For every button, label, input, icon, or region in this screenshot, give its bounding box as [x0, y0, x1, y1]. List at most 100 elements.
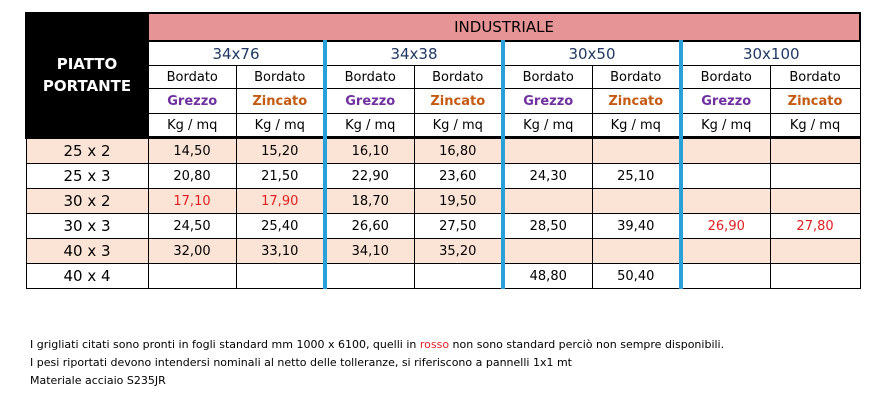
- section-title: INDUSTRIALE: [146, 12, 862, 42]
- value-cell: 48,80: [501, 263, 593, 289]
- value-cell: [501, 238, 593, 264]
- bordato-label: Bordato: [147, 65, 237, 89]
- value-cell: 26,60: [323, 213, 415, 239]
- table-row: 30 x 3 24,50 25,40 26,60 27,50 28,50 39,40 26,9…: [25, 213, 861, 239]
- group-size: 30x50: [501, 40, 682, 66]
- note-line3: Materiale acciaio S235JR: [30, 374, 166, 387]
- bordato-label: Bordato: [591, 65, 682, 89]
- row-label: 30 x 3: [25, 213, 149, 239]
- table-row: 40 x 4 48,80 50,40: [25, 263, 861, 289]
- unit-label: Kg / mq: [147, 113, 237, 139]
- value-cell: 25,40: [235, 213, 326, 239]
- value-cell: [323, 263, 415, 289]
- row-label: 40 x 3: [25, 238, 149, 264]
- table-row: 30 x 2 17,10 17,90 18,70 19,50: [25, 188, 861, 214]
- corner-line1: PIATTO: [56, 55, 118, 74]
- value-cell: 26,90: [679, 213, 771, 239]
- value-cell: 50,40: [591, 263, 682, 289]
- note-line1: I grigliati citati sono pronti in fogli …: [30, 336, 724, 354]
- bordato-label: Bordato: [323, 65, 415, 89]
- value-cell: [769, 163, 861, 189]
- note-line2: I pesi riportati devono intendersi nomin…: [30, 356, 572, 369]
- unit-label: Kg / mq: [413, 113, 504, 139]
- grezzo-label: Grezzo: [679, 88, 771, 114]
- row-label: 30 x 2: [25, 188, 149, 214]
- row-label: 40 x 4: [25, 263, 149, 289]
- group-size: 34x76: [147, 40, 326, 66]
- value-cell: [679, 263, 771, 289]
- grezzo-label: Grezzo: [147, 88, 237, 114]
- table-row: 25 x 2 14,50 15,20 16,10 16,80: [25, 137, 861, 164]
- zincato-label: Zincato: [235, 88, 326, 114]
- value-cell: [501, 188, 593, 214]
- value-cell: [591, 137, 682, 164]
- row-label: 25 x 2: [25, 137, 149, 164]
- value-cell: 17,10: [147, 188, 237, 214]
- value-cell: [769, 137, 861, 164]
- unit-label: Kg / mq: [679, 113, 771, 139]
- table-row: 40 x 3 32,00 33,10 34,10 35,20: [25, 238, 861, 264]
- value-cell: 25,10: [591, 163, 682, 189]
- value-cell: 22,90: [323, 163, 415, 189]
- value-cell: 16,10: [323, 137, 415, 164]
- value-cell: [501, 137, 593, 164]
- value-cell: 21,50: [235, 163, 326, 189]
- grezzo-label: Grezzo: [501, 88, 593, 114]
- value-cell: [147, 263, 237, 289]
- zincato-label: Zincato: [413, 88, 504, 114]
- unit-label: Kg / mq: [591, 113, 682, 139]
- group-size: 34x38: [323, 40, 504, 66]
- weights-table: PIATTO PORTANTE INDUSTRIALE 34x76 34x38 …: [25, 12, 862, 289]
- unit-label: Kg / mq: [769, 113, 861, 139]
- value-cell: 24,50: [147, 213, 237, 239]
- value-cell: [769, 238, 861, 264]
- value-cell: 32,00: [147, 238, 237, 264]
- value-cell: 39,40: [591, 213, 682, 239]
- unit-label: Kg / mq: [501, 113, 593, 139]
- value-cell: [679, 163, 771, 189]
- value-cell: 23,60: [413, 163, 504, 189]
- grezzo-label: Grezzo: [323, 88, 415, 114]
- corner-line2: PORTANTE: [42, 77, 132, 96]
- piatto-portante-header: PIATTO PORTANTE: [25, 12, 149, 139]
- value-cell: [769, 263, 861, 289]
- note-text: non sono standard perciò non sempre disp…: [449, 338, 725, 351]
- note-text: I grigliati citati sono pronti in fogli …: [30, 338, 420, 351]
- value-cell: 19,50: [413, 188, 504, 214]
- value-cell: [679, 238, 771, 264]
- value-cell: 24,30: [501, 163, 593, 189]
- value-cell: 16,80: [413, 137, 504, 164]
- unit-label: Kg / mq: [235, 113, 326, 139]
- value-cell: [679, 188, 771, 214]
- bordato-label: Bordato: [679, 65, 771, 89]
- row-label: 25 x 3: [25, 163, 149, 189]
- value-cell: [591, 238, 682, 264]
- value-cell: 18,70: [323, 188, 415, 214]
- zincato-label: Zincato: [591, 88, 682, 114]
- value-cell: 28,50: [501, 213, 593, 239]
- value-cell: 20,80: [147, 163, 237, 189]
- table-row: 25 x 3 20,80 21,50 22,90 23,60 24,30 25,10: [25, 163, 861, 189]
- unit-label: Kg / mq: [323, 113, 415, 139]
- value-cell: 27,80: [769, 213, 861, 239]
- value-cell: 33,10: [235, 238, 326, 264]
- value-cell: [769, 188, 861, 214]
- value-cell: 14,50: [147, 137, 237, 164]
- value-cell: [591, 188, 682, 214]
- value-cell: 34,10: [323, 238, 415, 264]
- bordato-label: Bordato: [235, 65, 326, 89]
- bordato-label: Bordato: [413, 65, 504, 89]
- value-cell: 35,20: [413, 238, 504, 264]
- value-cell: [235, 263, 326, 289]
- value-cell: 17,90: [235, 188, 326, 214]
- bordato-label: Bordato: [501, 65, 593, 89]
- bordato-label: Bordato: [769, 65, 861, 89]
- value-cell: [413, 263, 504, 289]
- note-red-word: rosso: [419, 338, 450, 351]
- zincato-label: Zincato: [769, 88, 861, 114]
- notes: I grigliati citati sono pronti in fogli …: [30, 336, 724, 390]
- group-size: 30x100: [678, 40, 861, 66]
- value-cell: [679, 137, 771, 164]
- value-cell: 27,50: [413, 213, 504, 239]
- value-cell: 15,20: [235, 137, 326, 164]
